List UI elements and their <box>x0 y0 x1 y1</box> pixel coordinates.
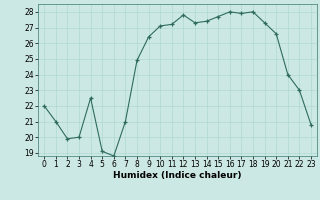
X-axis label: Humidex (Indice chaleur): Humidex (Indice chaleur) <box>113 171 242 180</box>
